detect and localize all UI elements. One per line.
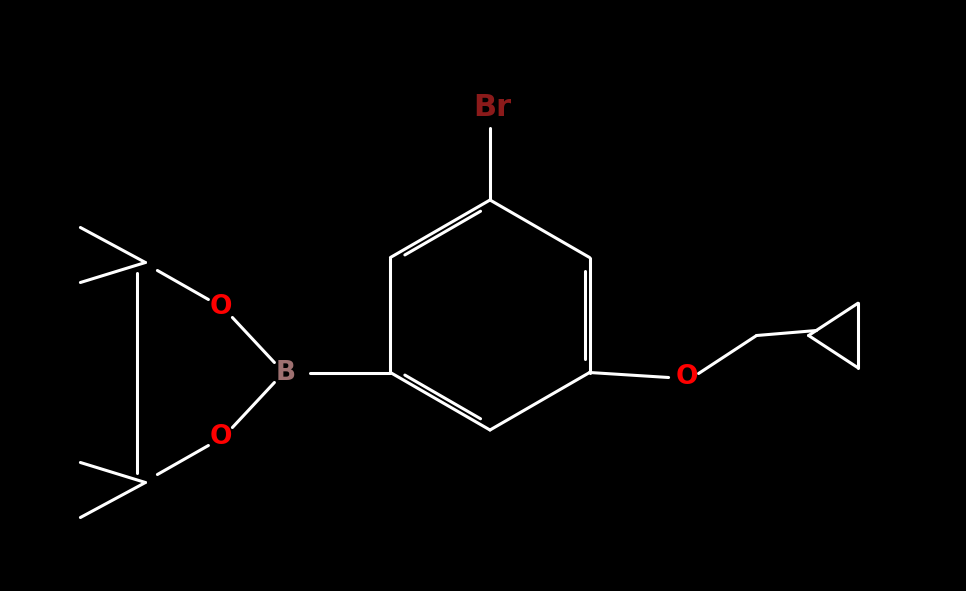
Text: O: O bbox=[210, 424, 232, 450]
Text: O: O bbox=[675, 365, 697, 391]
Text: O: O bbox=[210, 294, 232, 320]
Text: B: B bbox=[275, 359, 296, 385]
Text: Br: Br bbox=[473, 93, 511, 122]
